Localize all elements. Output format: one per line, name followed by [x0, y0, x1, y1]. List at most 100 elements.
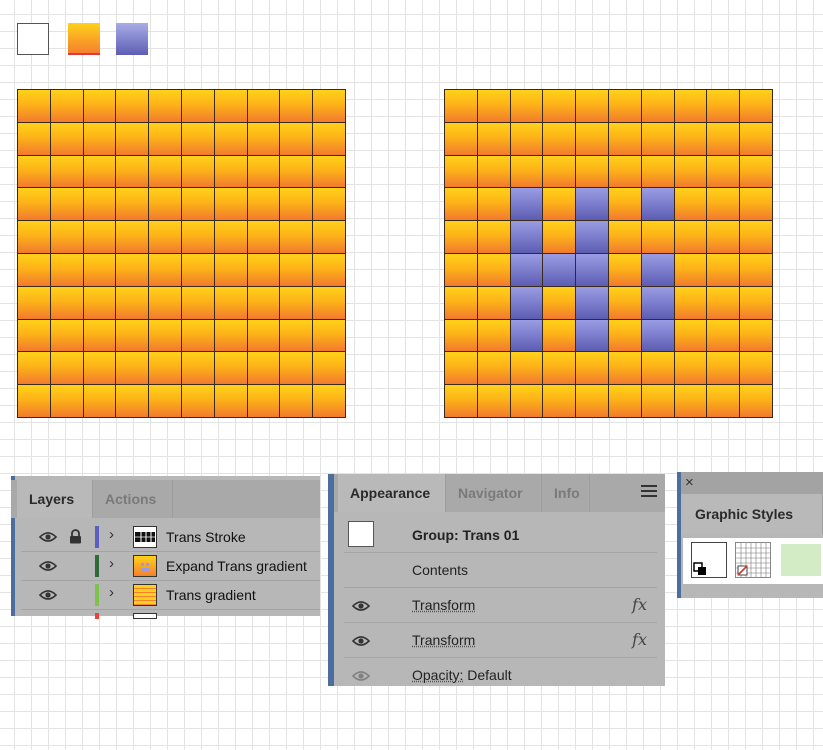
- orange-tile[interactable]: [641, 221, 674, 253]
- orange-tile[interactable]: [543, 385, 576, 417]
- orange-tile[interactable]: [214, 352, 247, 385]
- orange-tile[interactable]: [740, 155, 772, 188]
- orange-tile[interactable]: [445, 352, 477, 385]
- orange-tile[interactable]: [149, 188, 181, 221]
- orange-tile[interactable]: [313, 385, 345, 417]
- visibility-eye-icon[interactable]: [38, 559, 58, 575]
- orange-tile[interactable]: [674, 286, 707, 319]
- tab-actions[interactable]: Actions: [93, 480, 173, 518]
- orange-tile[interactable]: [543, 319, 576, 352]
- orange-tile[interactable]: [280, 188, 313, 221]
- orange-tile[interactable]: [445, 122, 477, 155]
- appearance-contents-row[interactable]: Contents: [344, 553, 657, 588]
- orange-tile[interactable]: [674, 385, 707, 417]
- orange-tile[interactable]: [18, 385, 50, 417]
- orange-tile[interactable]: [608, 319, 641, 352]
- orange-tile[interactable]: [576, 352, 608, 385]
- orange-tile[interactable]: [707, 188, 740, 221]
- orange-tile[interactable]: [543, 122, 576, 155]
- orange-tile[interactable]: [608, 286, 641, 319]
- layer-row-trans-stroke[interactable]: › Trans Stroke: [21, 523, 320, 552]
- orange-tile[interactable]: [18, 122, 50, 155]
- orange-tile[interactable]: [149, 352, 181, 385]
- effect-transform-link[interactable]: Transform: [412, 632, 476, 648]
- orange-tile[interactable]: [313, 188, 345, 221]
- effect-transform-link[interactable]: Transform: [412, 597, 476, 613]
- white-swatch[interactable]: [17, 23, 49, 55]
- orange-tile[interactable]: [313, 319, 345, 352]
- orange-tile[interactable]: [181, 155, 214, 188]
- orange-tile[interactable]: [641, 122, 674, 155]
- purple-tile[interactable]: [576, 221, 608, 253]
- purple-tile[interactable]: [576, 253, 608, 286]
- orange-tile[interactable]: [740, 385, 772, 417]
- orange-tile[interactable]: [510, 122, 543, 155]
- tab-info[interactable]: Info: [542, 474, 590, 512]
- visibility-eye-icon[interactable]: [351, 669, 371, 685]
- orange-tile[interactable]: [50, 221, 83, 253]
- orange-tile[interactable]: [674, 319, 707, 352]
- orange-tile[interactable]: [83, 221, 116, 253]
- orange-tile[interactable]: [50, 286, 83, 319]
- orange-tile[interactable]: [18, 319, 50, 352]
- orange-tile[interactable]: [116, 188, 149, 221]
- orange-tile[interactable]: [510, 385, 543, 417]
- orange-tile[interactable]: [313, 155, 345, 188]
- orange-tile[interactable]: [116, 319, 149, 352]
- orange-tile[interactable]: [740, 253, 772, 286]
- purple-tile[interactable]: [641, 319, 674, 352]
- orange-tile[interactable]: [313, 352, 345, 385]
- orange-tile[interactable]: [608, 221, 641, 253]
- orange-tile[interactable]: [214, 385, 247, 417]
- orange-tile[interactable]: [674, 90, 707, 122]
- left-tile-grid[interactable]: [17, 89, 346, 418]
- orange-tile[interactable]: [181, 90, 214, 122]
- purple-tile[interactable]: [641, 188, 674, 221]
- layer-label[interactable]: Expand Trans gradient: [166, 558, 307, 574]
- purple-tile[interactable]: [576, 286, 608, 319]
- orange-tile[interactable]: [83, 286, 116, 319]
- orange-tile[interactable]: [608, 188, 641, 221]
- orange-tile[interactable]: [214, 155, 247, 188]
- orange-tile[interactable]: [181, 122, 214, 155]
- orange-tile[interactable]: [641, 385, 674, 417]
- layer-label[interactable]: Trans gradient: [166, 587, 256, 603]
- orange-tile[interactable]: [313, 90, 345, 122]
- orange-tile[interactable]: [50, 155, 83, 188]
- orange-tile[interactable]: [576, 122, 608, 155]
- purple-tile[interactable]: [510, 286, 543, 319]
- purple-tile[interactable]: [543, 253, 576, 286]
- orange-tile[interactable]: [313, 122, 345, 155]
- orange-tile[interactable]: [247, 221, 280, 253]
- layer-row-expand-trans-gradient[interactable]: › Expand Trans gradient: [21, 552, 320, 581]
- orange-tile[interactable]: [477, 253, 510, 286]
- orange-tile[interactable]: [280, 122, 313, 155]
- orange-tile[interactable]: [83, 188, 116, 221]
- orange-tile[interactable]: [740, 122, 772, 155]
- orange-tile[interactable]: [116, 90, 149, 122]
- tab-navigator[interactable]: Navigator: [446, 474, 542, 512]
- orange-tile[interactable]: [477, 286, 510, 319]
- orange-tile[interactable]: [445, 286, 477, 319]
- orange-tile[interactable]: [247, 385, 280, 417]
- orange-tile[interactable]: [543, 352, 576, 385]
- orange-tile[interactable]: [477, 221, 510, 253]
- visibility-eye-icon[interactable]: [38, 588, 58, 604]
- fx-icon[interactable]: fx: [632, 630, 647, 649]
- close-icon[interactable]: ×: [685, 474, 694, 491]
- orange-tile[interactable]: [83, 352, 116, 385]
- orange-tile[interactable]: [707, 90, 740, 122]
- expand-chevron-icon[interactable]: ›: [109, 555, 114, 572]
- orange-tile[interactable]: [116, 286, 149, 319]
- orange-tile[interactable]: [641, 155, 674, 188]
- orange-tile[interactable]: [280, 221, 313, 253]
- orange-tile[interactable]: [214, 319, 247, 352]
- appearance-opacity-row[interactable]: Opacity: Default: [344, 658, 657, 686]
- orange-tile[interactable]: [477, 155, 510, 188]
- expand-chevron-icon[interactable]: ›: [109, 526, 114, 543]
- orange-tile[interactable]: [18, 352, 50, 385]
- orange-tile[interactable]: [674, 122, 707, 155]
- orange-tile[interactable]: [50, 319, 83, 352]
- orange-tile[interactable]: [50, 352, 83, 385]
- orange-tile[interactable]: [576, 155, 608, 188]
